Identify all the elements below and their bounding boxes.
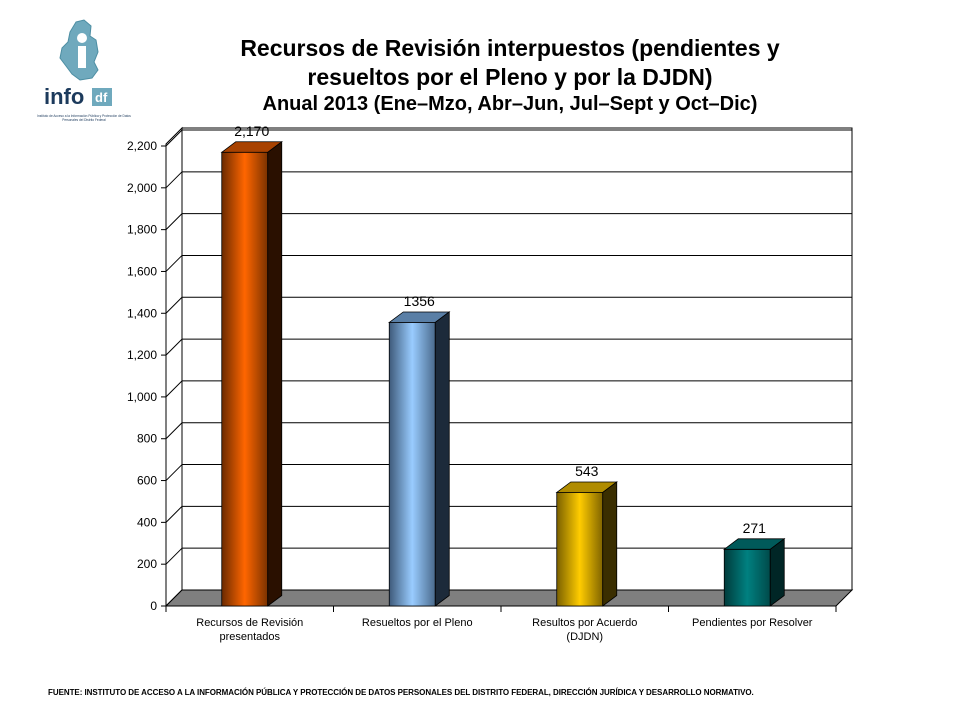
logo-text: info xyxy=(44,84,84,109)
y-tick-label: 1,200 xyxy=(127,348,157,362)
plot-side-wall xyxy=(165,126,183,608)
y-tick-label: 400 xyxy=(137,515,157,529)
bar-side xyxy=(267,140,283,607)
bar xyxy=(723,548,771,607)
chart-title-line2: resueltos por el Pleno y por la DJDN) xyxy=(307,64,713,90)
plot-area: 0 200 400 600 800 1,000 1,200 1,400 1,600 1,800 2,… xyxy=(127,123,854,643)
bar-side xyxy=(769,538,785,607)
bar xyxy=(388,322,436,607)
gridline-side xyxy=(165,129,183,147)
x-tick-label: Resueltos por el Pleno xyxy=(362,617,473,629)
chart-header: Recursos de Revisión interpuestos (pendi… xyxy=(140,34,880,116)
gridline-side xyxy=(165,547,183,565)
gridline-side xyxy=(165,296,183,314)
gridline-side xyxy=(165,380,183,398)
logo-suffix: df xyxy=(95,90,108,105)
x-tick-label: Resultos por Acuerdo xyxy=(532,617,637,629)
data-label: 1356 xyxy=(404,293,435,309)
chart-subtitle: Anual 2013 (Ene–Mzo, Abr–Jun, Jul–Sept y… xyxy=(262,93,758,115)
y-tick-label: 2,000 xyxy=(127,181,157,195)
gridline-side xyxy=(165,506,183,523)
gridline-side xyxy=(165,213,183,230)
mexico-city-map-icon: info df xyxy=(44,19,112,109)
y-tick-label: 1,600 xyxy=(127,264,157,278)
gridline-side xyxy=(165,422,183,440)
y-tick-label: 800 xyxy=(137,432,157,446)
logo-caption: Instituto de Acceso a la Información Púb… xyxy=(37,114,131,122)
y-tick-label: 1,400 xyxy=(127,306,157,320)
data-label: 543 xyxy=(575,463,599,479)
x-tick-label: Pendientes por Resolver xyxy=(692,617,813,629)
chart-title-line1: Recursos de Revisión interpuestos (pendi… xyxy=(240,35,780,61)
info-df-logo: info df Instituto de Acceso a la Informa… xyxy=(36,18,132,128)
data-label: 2,170 xyxy=(234,123,269,139)
x-tick-label: presentados xyxy=(219,631,280,643)
bar-side xyxy=(602,481,618,607)
y-tick-label: 1,800 xyxy=(127,223,157,237)
bar xyxy=(556,492,604,607)
bar-side xyxy=(434,311,450,607)
x-tick-label: Recursos de Revisión xyxy=(196,617,303,629)
y-tick-label: 0 xyxy=(150,599,157,613)
bar xyxy=(221,151,269,607)
y-tick-label: 1,000 xyxy=(127,390,157,404)
gridline-side xyxy=(165,171,183,189)
data-label: 271 xyxy=(743,520,767,536)
gridline-side xyxy=(165,464,183,481)
y-tick-label: 200 xyxy=(137,557,157,571)
plot-back-wall xyxy=(181,127,853,591)
y-tick-label: 2,200 xyxy=(127,139,157,153)
y-tick-label: 600 xyxy=(137,474,157,488)
source-footnote: FUENTE: INSTITUTO DE ACCESO A LA INFORMA… xyxy=(48,688,754,697)
gridline-side xyxy=(165,338,183,356)
gridline-side xyxy=(165,255,183,272)
x-tick-label: (DJDN) xyxy=(566,631,603,643)
